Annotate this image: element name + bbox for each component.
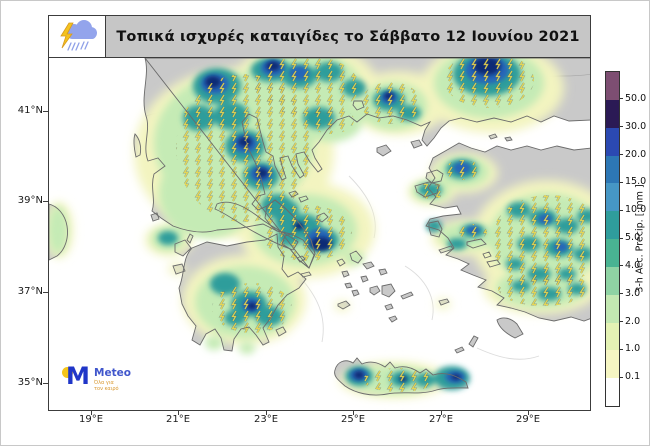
lon-label-25e: 25°E [340,414,366,425]
lat-label-37n: 37°N [17,286,43,297]
lat-label-35n: 35°N [17,377,43,388]
lat-label-39n: 39°N [17,195,43,206]
lon-tick [266,411,267,415]
lon-label-23e: 23°E [253,414,279,425]
storm-icon-box [49,16,106,57]
colorbar-segment [606,211,619,239]
storm-cloud-lightning-icon [60,20,97,51]
lon-label-21e: 21°E [165,414,191,425]
colorbar-segment [606,350,619,379]
colorbar-segment [606,294,619,323]
colorbar-label: 3-h Acc. Precip. [ mm ] [634,183,646,293]
colorbar-tick-label: 2.0 [625,315,641,327]
logo-tagline-line2: τον καιρό [94,385,119,392]
colorbar-segment [606,239,619,267]
lon-tick [441,411,442,415]
colorbar-tick-mark [620,321,623,322]
colorbar-tick-label: 4.0 [625,259,641,271]
colorbar-segment [606,183,619,212]
colorbar-ticks: 50.0 30.0 20.0 15.0 10.0 5.0 4.0 3.0 2.0 1.0 0.1 [620,71,649,405]
colorbar-segment [606,99,619,128]
lon-tick [178,411,179,415]
lat-label-41n: 41°N [17,105,43,116]
colorbar-tick-label: 15.0 [625,176,647,188]
colorbar-tick-mark [620,181,623,183]
colorbar [605,71,620,407]
lon-label-19e: 19°E [78,414,104,425]
colorbar-tick-mark [620,293,623,295]
colorbar-segment [606,322,619,351]
colorbar-tick-mark [620,154,623,155]
colorbar-segment [606,266,619,295]
sun-icon [62,367,73,378]
colorbar-tick-mark [620,376,623,378]
map-title: Τοπικά ισχυρές καταιγίδες το Σάββατο 12 … [116,28,580,45]
logo-tagline-line1: Όλα για [94,379,114,386]
colorbar-tick-label: 5.0 [625,232,641,243]
lon-tick [528,411,529,415]
meteo-logo: M Meteo Όλα για τον καιρό [62,362,152,400]
colorbar-tick-label: 20.0 [625,148,647,160]
colorbar-tick-mark [620,265,623,267]
lon-tick [353,411,354,415]
lon-label-27e: 27°E [428,414,454,425]
lat-tick [43,292,48,293]
colorbar-tick-label: 50.0 [625,92,647,104]
logo-name: Meteo [94,367,131,379]
colorbar-segment [606,127,619,156]
title-bar: Τοπικά ισχυρές καταιγίδες το Σάββατο 12 … [48,15,591,58]
map-panel: M Meteo Όλα για τον καιρό [48,58,591,411]
colorbar-segment [606,155,619,184]
colorbar-tick-mark [620,209,623,211]
meteo-m-mark: M [66,362,90,390]
colorbar-tick-mark [620,126,623,128]
lat-tick [43,201,48,202]
colorbar-tick-label: 3.0 [625,287,641,299]
colorbar-tick-label: 1.0 [625,343,641,355]
greece-precipitation-map [49,58,590,410]
colorbar-segment [606,72,619,100]
colorbar-tick-label: 0.1 [625,371,641,383]
colorbar-tick-mark [620,348,623,350]
lat-tick [43,111,48,112]
colorbar-tick-label: 10.0 [625,204,647,216]
colorbar-tick-mark [620,237,623,239]
lat-tick [43,383,48,384]
lon-tick [91,411,92,415]
colorbar-tick-mark [620,98,623,100]
colorbar-tick-label: 30.0 [625,120,647,132]
lon-label-29e: 29°E [515,414,541,425]
colorbar-segment [606,378,619,406]
